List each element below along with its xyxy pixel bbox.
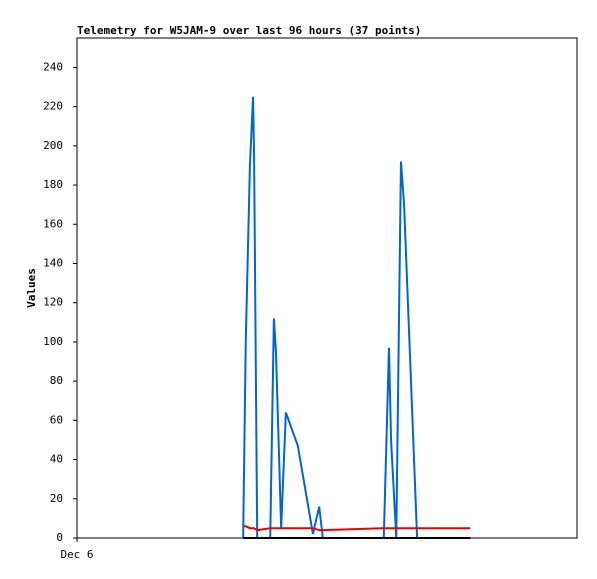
y-tick-label: 240 xyxy=(43,60,63,73)
y-tick-label: 120 xyxy=(43,296,63,309)
y-tick-label: 220 xyxy=(43,100,63,113)
series-line xyxy=(242,96,419,539)
series-line xyxy=(243,525,471,532)
y-tick-label: 80 xyxy=(50,374,63,387)
y-tick-label: 60 xyxy=(50,413,63,426)
y-tick-label: 180 xyxy=(43,178,63,191)
plot-frame xyxy=(76,37,578,539)
y-tick-label: 140 xyxy=(43,256,63,269)
y-tick-label: 40 xyxy=(50,453,63,466)
y-tick-label: 0 xyxy=(56,531,63,544)
y-tick-label: 160 xyxy=(43,217,63,230)
y-tick-label: 20 xyxy=(50,492,63,505)
y-tick-label: 100 xyxy=(43,335,63,348)
y-axis-label: Values xyxy=(25,268,38,308)
chart-title: Telemetry for W5JAM-9 over last 96 hours… xyxy=(77,24,421,37)
y-tick-label: 200 xyxy=(43,139,63,152)
x-tick-label: Dec 6 xyxy=(60,548,93,561)
